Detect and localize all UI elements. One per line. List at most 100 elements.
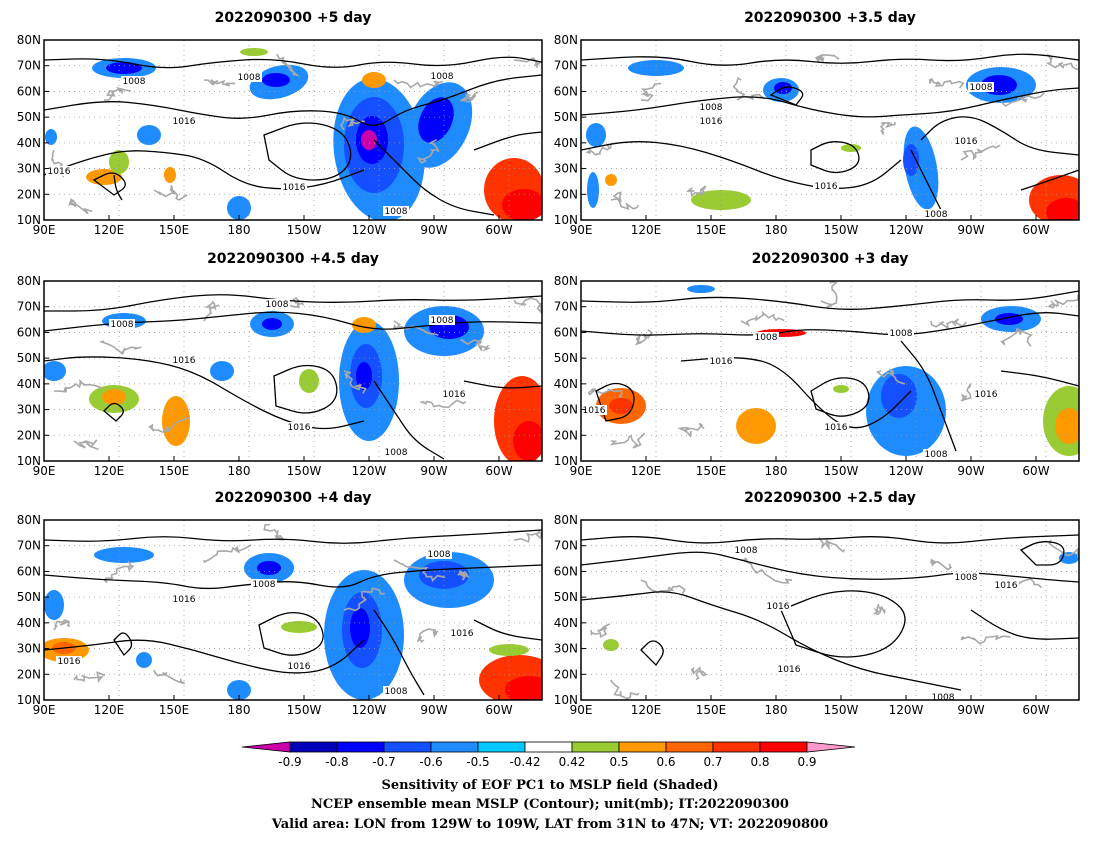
lon-tick-label: 60W: [485, 464, 512, 478]
coastline: [393, 79, 444, 89]
sensitivity-shading: [605, 174, 617, 186]
sensitivity-shading: [356, 362, 372, 390]
coastline: [960, 144, 1001, 161]
contour-label-bg: [968, 82, 994, 92]
lat-tick-label: 50N: [554, 110, 578, 124]
mslp-contour: [900, 340, 957, 452]
lon-tick-label: 120W: [889, 464, 924, 478]
coastline: [420, 399, 467, 409]
colorbar-tick-label: 0.9: [797, 755, 816, 769]
lon-tick-label: 150W: [287, 223, 322, 237]
contour-label: 1008: [925, 450, 948, 460]
lat-tick-label: 20N: [554, 667, 578, 681]
contour-label: 1016: [48, 167, 71, 177]
panel-frame: [580, 280, 1080, 462]
contour-label: 1016: [288, 662, 311, 672]
panels: 2022090300 +5 day 1008 1008 1008 1016 1016 100…: [17, 10, 1080, 717]
coastline: [820, 281, 838, 309]
mslp-contour: [473, 619, 542, 641]
coastline: [153, 669, 186, 685]
colorbar-tick-label: -0.6: [419, 755, 442, 769]
contour-label-bg: [383, 686, 409, 696]
mslp-contour: [581, 141, 902, 189]
lon-tick-label: 180: [765, 464, 788, 478]
colorbar-segment: [430, 741, 479, 753]
lon-tick-label: 90W: [957, 223, 984, 237]
contour-label-bg: [733, 545, 759, 555]
coastline: [585, 143, 612, 156]
panel-title: 2022090300 +5 day: [215, 10, 372, 26]
contour-label: 1008: [431, 72, 454, 82]
mslp-contour: [44, 56, 542, 69]
contour-label-bg: [426, 549, 452, 559]
lon-tick-label: 120E: [94, 223, 125, 237]
contour-label-bg: [923, 449, 949, 459]
lon-tick-label: 180: [765, 703, 788, 717]
lat-tick-label: 10N: [17, 213, 41, 227]
mslp-contour: [581, 53, 1079, 66]
lat-tick-label: 20N: [554, 428, 578, 442]
contour-label-bg: [109, 319, 135, 329]
contour-label-bg: [236, 72, 262, 82]
lat-tick-label: 10N: [554, 213, 578, 227]
sensitivity-shading: [881, 374, 917, 418]
sensitivity-shading: [137, 125, 161, 145]
lat-tick-label: 80N: [554, 33, 578, 47]
lon-tick-label: 180: [228, 464, 251, 478]
lon-tick-label: 150E: [159, 464, 190, 478]
contour-label-bg: [286, 422, 312, 432]
mslp-contour: [373, 609, 425, 696]
panel-frame: [580, 519, 1080, 701]
lon-tick-label: 90E: [570, 223, 593, 237]
contour-label-bg: [251, 579, 277, 589]
mslp-contour: [473, 131, 542, 151]
contour-label-bg: [698, 116, 724, 126]
lon-tick-label: 120W: [352, 464, 387, 478]
mslp-contour: [273, 364, 338, 414]
map-panel: 2022090300 +2.5 day 1008 1008 1016 1016 1016 1…: [554, 490, 1080, 717]
mslp-contour: [44, 529, 542, 544]
lon-tick-label: 150E: [159, 223, 190, 237]
contour-label: 1016: [583, 406, 606, 416]
lon-tick-label: 150W: [824, 703, 859, 717]
panel-title: 2022090300 +3.5 day: [744, 10, 916, 26]
lon-tick-label: 180: [228, 703, 251, 717]
lat-tick-label: 20N: [554, 187, 578, 201]
colorbar-tick-label: -0.7: [372, 755, 395, 769]
coastline: [513, 56, 542, 69]
contour-label-bg: [698, 102, 724, 112]
contour-label: 1016: [58, 657, 81, 667]
colorbar-segment: [759, 741, 808, 753]
coastline: [513, 530, 542, 543]
lat-tick-label: 80N: [17, 513, 41, 527]
contour-label-bg: [264, 299, 290, 309]
lat-tick-label: 60N: [554, 84, 578, 98]
caption-block: Sensitivity of EOF PC1 to MSLP field (Sh…: [271, 778, 828, 832]
sensitivity-shading: [164, 167, 176, 183]
contour-label: 1008: [385, 687, 408, 697]
panel-frame: [43, 39, 543, 221]
mslp-contour: [258, 611, 324, 656]
lat-tick-label: 80N: [554, 513, 578, 527]
coastline: [873, 603, 886, 616]
lat-tick-label: 30N: [17, 162, 41, 176]
coastline: [148, 417, 190, 434]
colorbar-tick-label: -0.9: [278, 755, 301, 769]
sensitivity-shading: [687, 285, 715, 293]
contour-label-bg: [823, 422, 849, 432]
lon-tick-label: 120E: [631, 223, 662, 237]
colorbar-tick-label: 0.42: [559, 755, 586, 769]
mslp-contour: [581, 290, 1079, 310]
lon-tick-label: 120E: [94, 464, 125, 478]
lat-tick-label: 20N: [17, 428, 41, 442]
lon-tick-label: 120W: [889, 703, 924, 717]
contour-label: 1016: [778, 665, 801, 675]
lat-tick-label: 60N: [17, 84, 41, 98]
mslp-contour: [970, 609, 1079, 640]
lat-tick-label: 60N: [17, 325, 41, 339]
lat-tick-label: 50N: [554, 351, 578, 365]
contour-label: 1008: [955, 573, 978, 583]
contour-label-bg: [776, 664, 802, 674]
sensitivity-shading: [227, 196, 251, 220]
